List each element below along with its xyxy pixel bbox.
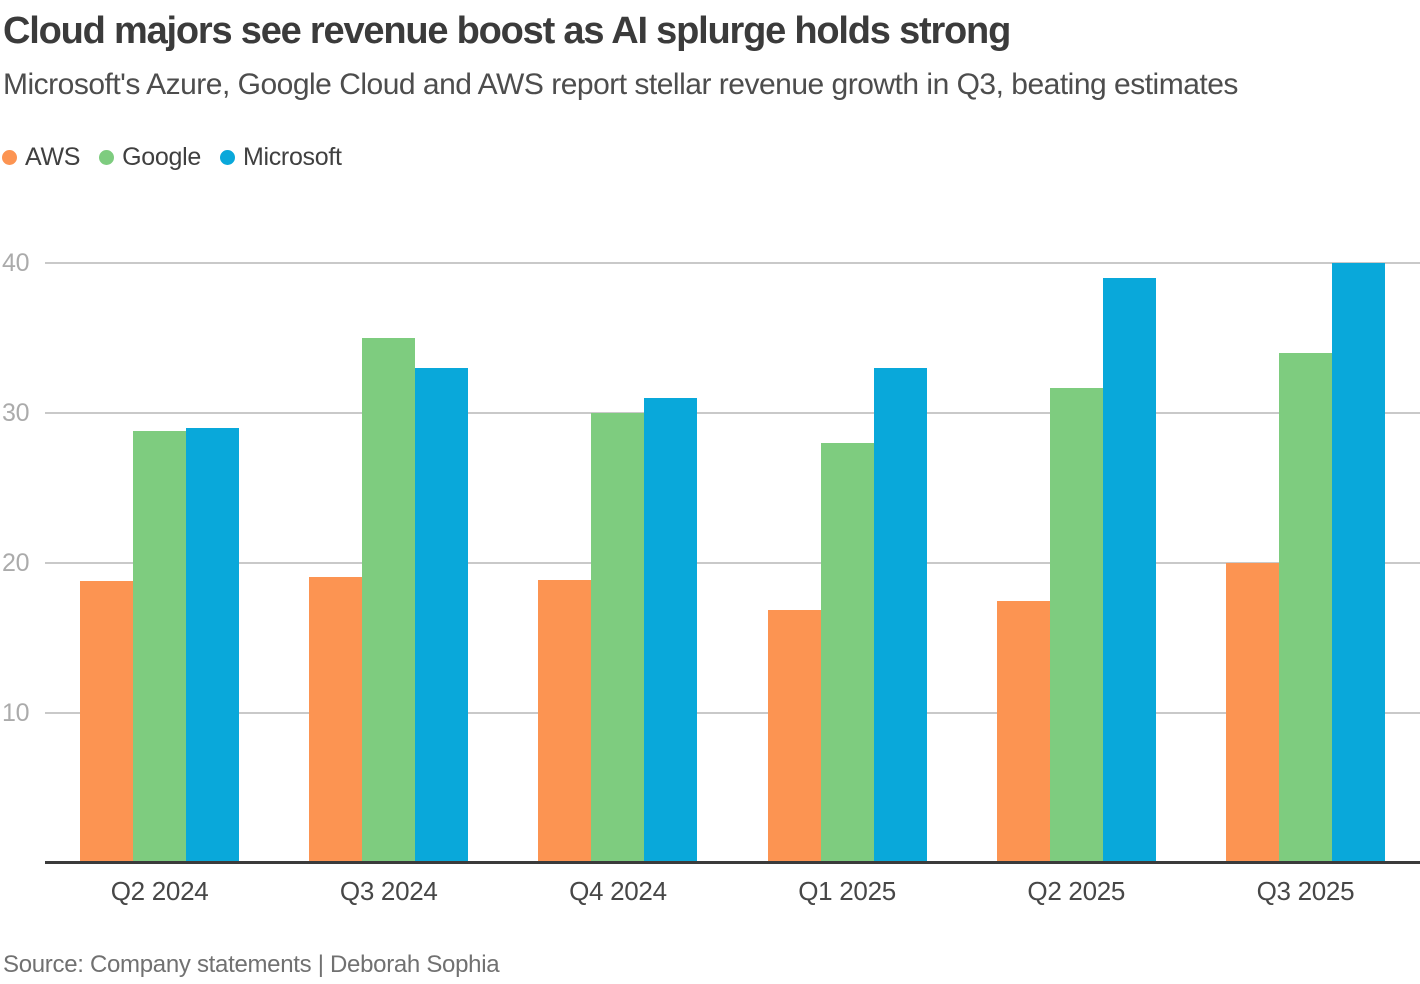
bar-aws-q3-2025 bbox=[1225, 563, 1279, 863]
legend-label-microsoft: Microsoft bbox=[242, 143, 342, 171]
legend-item-aws: AWS bbox=[2, 143, 80, 172]
bar-google-q2-2025 bbox=[1049, 387, 1103, 863]
chart-subtitle: Microsoft's Azure, Google Cloud and AWS … bbox=[3, 68, 1238, 101]
y-tick-label-10: 10 bbox=[2, 699, 30, 727]
google-legend-dot-icon bbox=[99, 150, 115, 165]
x-tick-label-q3-2024: Q3 2024 bbox=[339, 876, 438, 906]
source-credit: Source: Company statements | Deborah Sop… bbox=[3, 951, 500, 978]
bar-group-q2-2025 bbox=[962, 263, 1191, 863]
x-tick-label-q2-2024: Q2 2024 bbox=[110, 876, 209, 906]
bar-google-q3-2024 bbox=[362, 338, 416, 863]
legend-item-microsoft: Microsoft bbox=[219, 143, 342, 172]
x-axis: Q2 2024 Q3 2024 Q4 2024 Q1 2025 Q2 2025 Q3 20… bbox=[45, 876, 1420, 908]
bar-aws-q3-2024 bbox=[309, 576, 363, 863]
bar-google-q1-2025 bbox=[820, 443, 874, 863]
bar-microsoft-q4-2024 bbox=[644, 398, 698, 863]
x-tick-label-q2-2025: Q2 2025 bbox=[1027, 876, 1126, 906]
bar-aws-q2-2024 bbox=[80, 581, 134, 863]
bar-microsoft-q1-2025 bbox=[873, 368, 927, 863]
bar-group-q3-2024 bbox=[274, 263, 503, 863]
gridline-30 bbox=[45, 412, 1420, 414]
bar-microsoft-q2-2024 bbox=[186, 428, 240, 863]
bar-microsoft-q3-2025 bbox=[1331, 263, 1385, 863]
bar-group-q3-2025 bbox=[1191, 263, 1420, 863]
bar-google-q4-2024 bbox=[591, 413, 645, 863]
chart-title: Cloud majors see revenue boost as AI spl… bbox=[3, 10, 1011, 52]
bar-group-q2-2024 bbox=[45, 263, 274, 863]
legend-item-google: Google bbox=[99, 143, 201, 172]
bar-aws-q1-2025 bbox=[767, 609, 821, 863]
y-tick-label-30: 30 bbox=[2, 399, 30, 427]
legend-label-aws: AWS bbox=[25, 143, 81, 171]
bar-google-q3-2025 bbox=[1278, 353, 1332, 863]
bar-google-q2-2024 bbox=[133, 431, 187, 863]
legend: AWS Google Microsoft bbox=[2, 143, 342, 172]
microsoft-legend-dot-icon bbox=[219, 150, 235, 165]
legend-label-google: Google bbox=[122, 143, 201, 171]
bar-aws-q4-2024 bbox=[538, 579, 592, 863]
gridline-40 bbox=[45, 262, 1420, 264]
x-tick-label-q4-2024: Q4 2024 bbox=[569, 876, 667, 906]
bar-aws-q2-2025 bbox=[996, 600, 1050, 863]
plot-area bbox=[45, 262, 1420, 864]
x-tick-label-q1-2025: Q1 2025 bbox=[798, 876, 896, 906]
x-tick-label-q3-2025: Q3 2025 bbox=[1256, 876, 1355, 906]
gridline-20 bbox=[45, 562, 1420, 564]
bar-microsoft-q2-2025 bbox=[1102, 278, 1156, 863]
bar-group-q1-2025 bbox=[733, 263, 962, 863]
aws-legend-dot-icon bbox=[2, 150, 17, 165]
gridline-10 bbox=[45, 712, 1420, 714]
y-axis: 10 20 30 40 bbox=[2, 249, 45, 863]
y-tick-label-40: 40 bbox=[2, 249, 30, 277]
y-tick-label-20: 20 bbox=[2, 549, 30, 577]
x-axis-line bbox=[45, 861, 1420, 864]
bar-group-q4-2024 bbox=[503, 263, 732, 863]
bar-microsoft-q3-2024 bbox=[415, 368, 469, 863]
